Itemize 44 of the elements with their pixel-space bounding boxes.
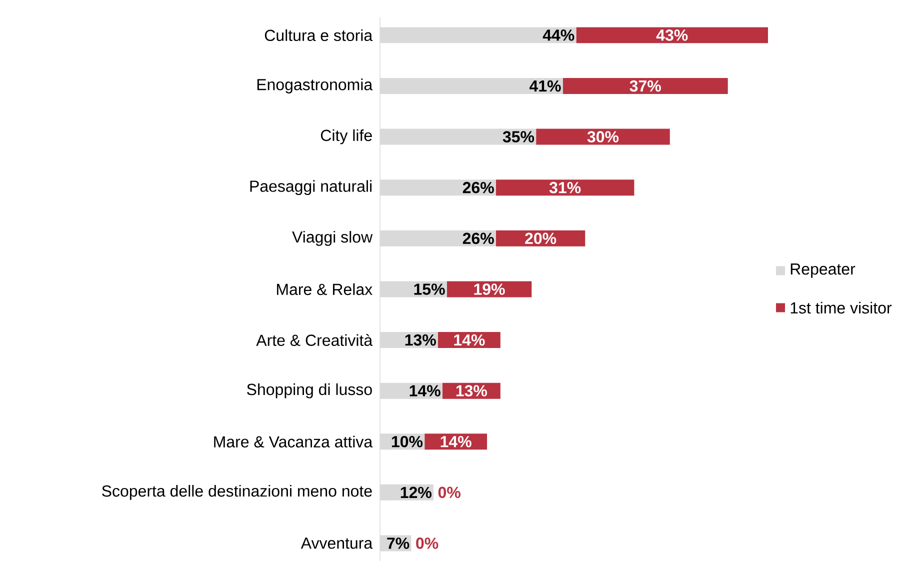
data-label: 0% (438, 486, 460, 498)
bar (380, 27, 576, 44)
data-label: 19% (474, 284, 505, 295)
data-label: 0% (416, 538, 438, 549)
data-label: 41% (529, 80, 561, 92)
data-label: 43% (656, 30, 688, 41)
data-label: 14% (454, 334, 485, 346)
data-label: 15% (414, 284, 445, 295)
legend-label: 1st time visitor (790, 302, 892, 314)
data-label: 7% (387, 538, 410, 549)
y-tick-label: Mare & Vacanza attiva (214, 436, 373, 448)
data-label: 13% (405, 334, 436, 346)
bar (496, 180, 634, 196)
data-label: 44% (542, 30, 574, 41)
y-tick-label: Scoperta delle destinazioni meno note (102, 484, 372, 500)
y-tick-label: City life (320, 129, 372, 144)
bar (562, 78, 728, 94)
data-label: 12% (400, 486, 432, 498)
bar (380, 180, 496, 196)
data-label: 37% (630, 80, 661, 92)
y-tick-label: Avventura (300, 538, 373, 549)
data-label: 30% (587, 131, 619, 142)
bar (576, 27, 768, 44)
bar (380, 128, 536, 145)
y-tick-label: Shopping di lusso (247, 383, 372, 398)
bar (380, 78, 563, 94)
y-tick-label: Enogastronomia (257, 78, 373, 94)
y-tick-label: Cultura e storia (264, 29, 373, 42)
data-label: 26% (462, 182, 494, 194)
y-tick-label: Viaggi slow (292, 230, 373, 246)
bar (380, 230, 496, 246)
data-label: 14% (440, 436, 472, 448)
data-label: 14% (410, 385, 440, 396)
y-tick-label: Paesaggi naturali (250, 180, 372, 196)
y-tick-label: Arte & Creatività (256, 334, 373, 346)
y-tick-label: Mare & Relax (277, 283, 372, 296)
data-label: 26% (462, 232, 494, 244)
data-label: 10% (392, 436, 423, 448)
data-label: 31% (549, 182, 581, 194)
data-label: 13% (456, 385, 488, 396)
data-label: 20% (525, 232, 556, 244)
legend-label: Repeater (790, 264, 856, 278)
bar (536, 128, 670, 145)
data-label: 35% (502, 131, 534, 142)
